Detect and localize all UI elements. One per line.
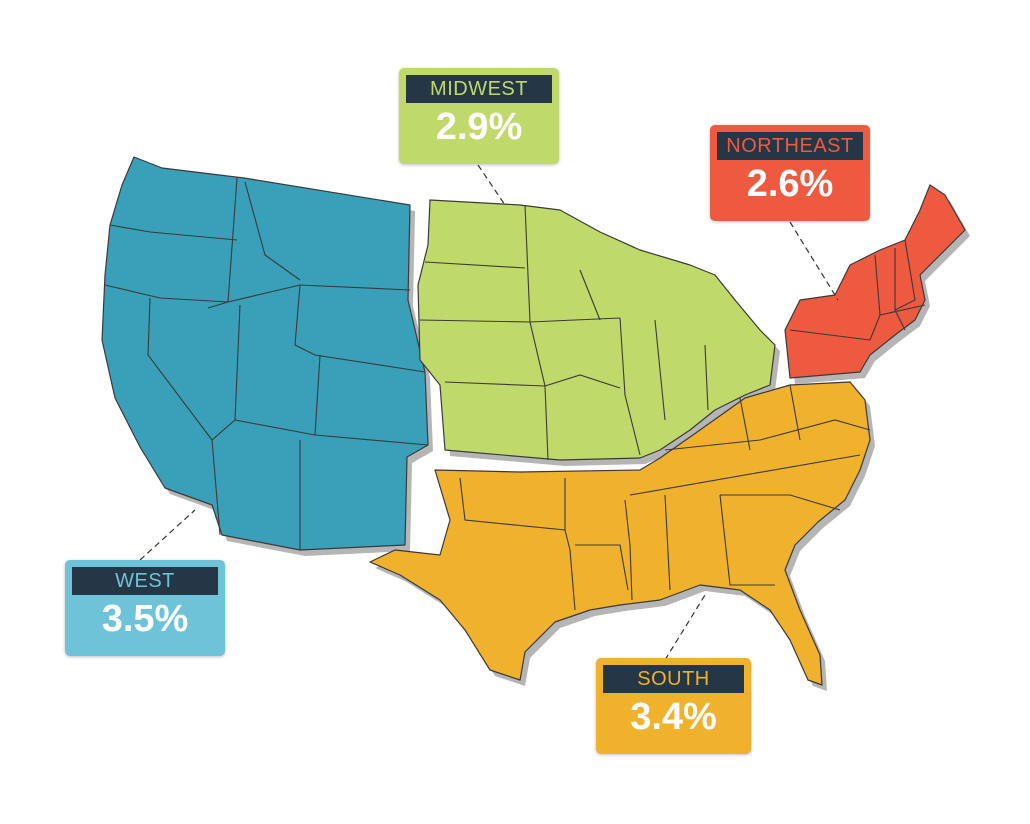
northeast-region: [784, 184, 970, 384]
west-value: 3.5%: [101, 598, 189, 640]
northeast-value: 2.6%: [746, 163, 834, 205]
midwest-leader: [477, 164, 506, 206]
south-leader: [664, 594, 706, 661]
west-region: [101, 156, 433, 556]
west-label: WEST: [72, 567, 218, 595]
midwest-region: [417, 199, 780, 466]
midwest-callout: MIDWEST 2.9%: [399, 68, 559, 164]
south-label: SOUTH: [603, 665, 744, 693]
midwest-label: MIDWEST: [406, 75, 552, 103]
northeast-callout: NORTHEAST 2.6%: [710, 125, 870, 221]
west-leader: [139, 509, 196, 561]
northeast-label: NORTHEAST: [717, 132, 863, 160]
south-value: 3.4%: [630, 696, 717, 738]
northeast-leader: [789, 221, 839, 301]
south-callout: SOUTH 3.4%: [596, 658, 751, 754]
south-region: [369, 381, 875, 691]
west-callout: WEST 3.5%: [65, 560, 225, 656]
midwest-value: 2.9%: [435, 106, 523, 148]
